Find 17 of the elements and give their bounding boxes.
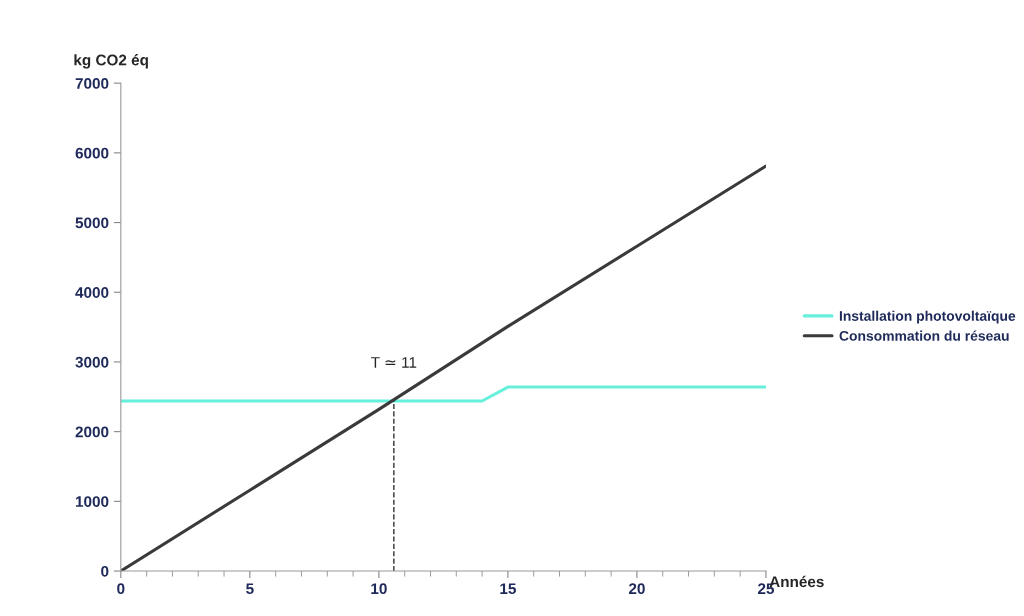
x-tick-label: 5 [246,583,254,595]
legend-label: Installation photovoltaïque [839,310,1016,324]
x-tick-label: 15 [500,583,516,595]
y-tick-label: 5000 [75,217,109,229]
y-tick-label: 0 [101,565,109,577]
y-tick-label: 1000 [76,496,109,508]
y-tick-label: 3000 [75,356,109,368]
x-tick-label: 0 [117,583,125,595]
x-tick-label: 20 [628,583,645,595]
y-tick-label: 7000 [75,78,109,89]
y-tick-label: 6000 [75,147,109,159]
x-tick-label: 10 [371,583,387,595]
y-tick-label: 2000 [75,426,109,438]
legend-label: Consommation du réseau [839,330,1009,341]
annotation: T ≃ 11 [371,357,417,368]
y-tick-label: 4000 [75,287,109,298]
y-axis-title: kg CO2 éq [74,54,148,69]
